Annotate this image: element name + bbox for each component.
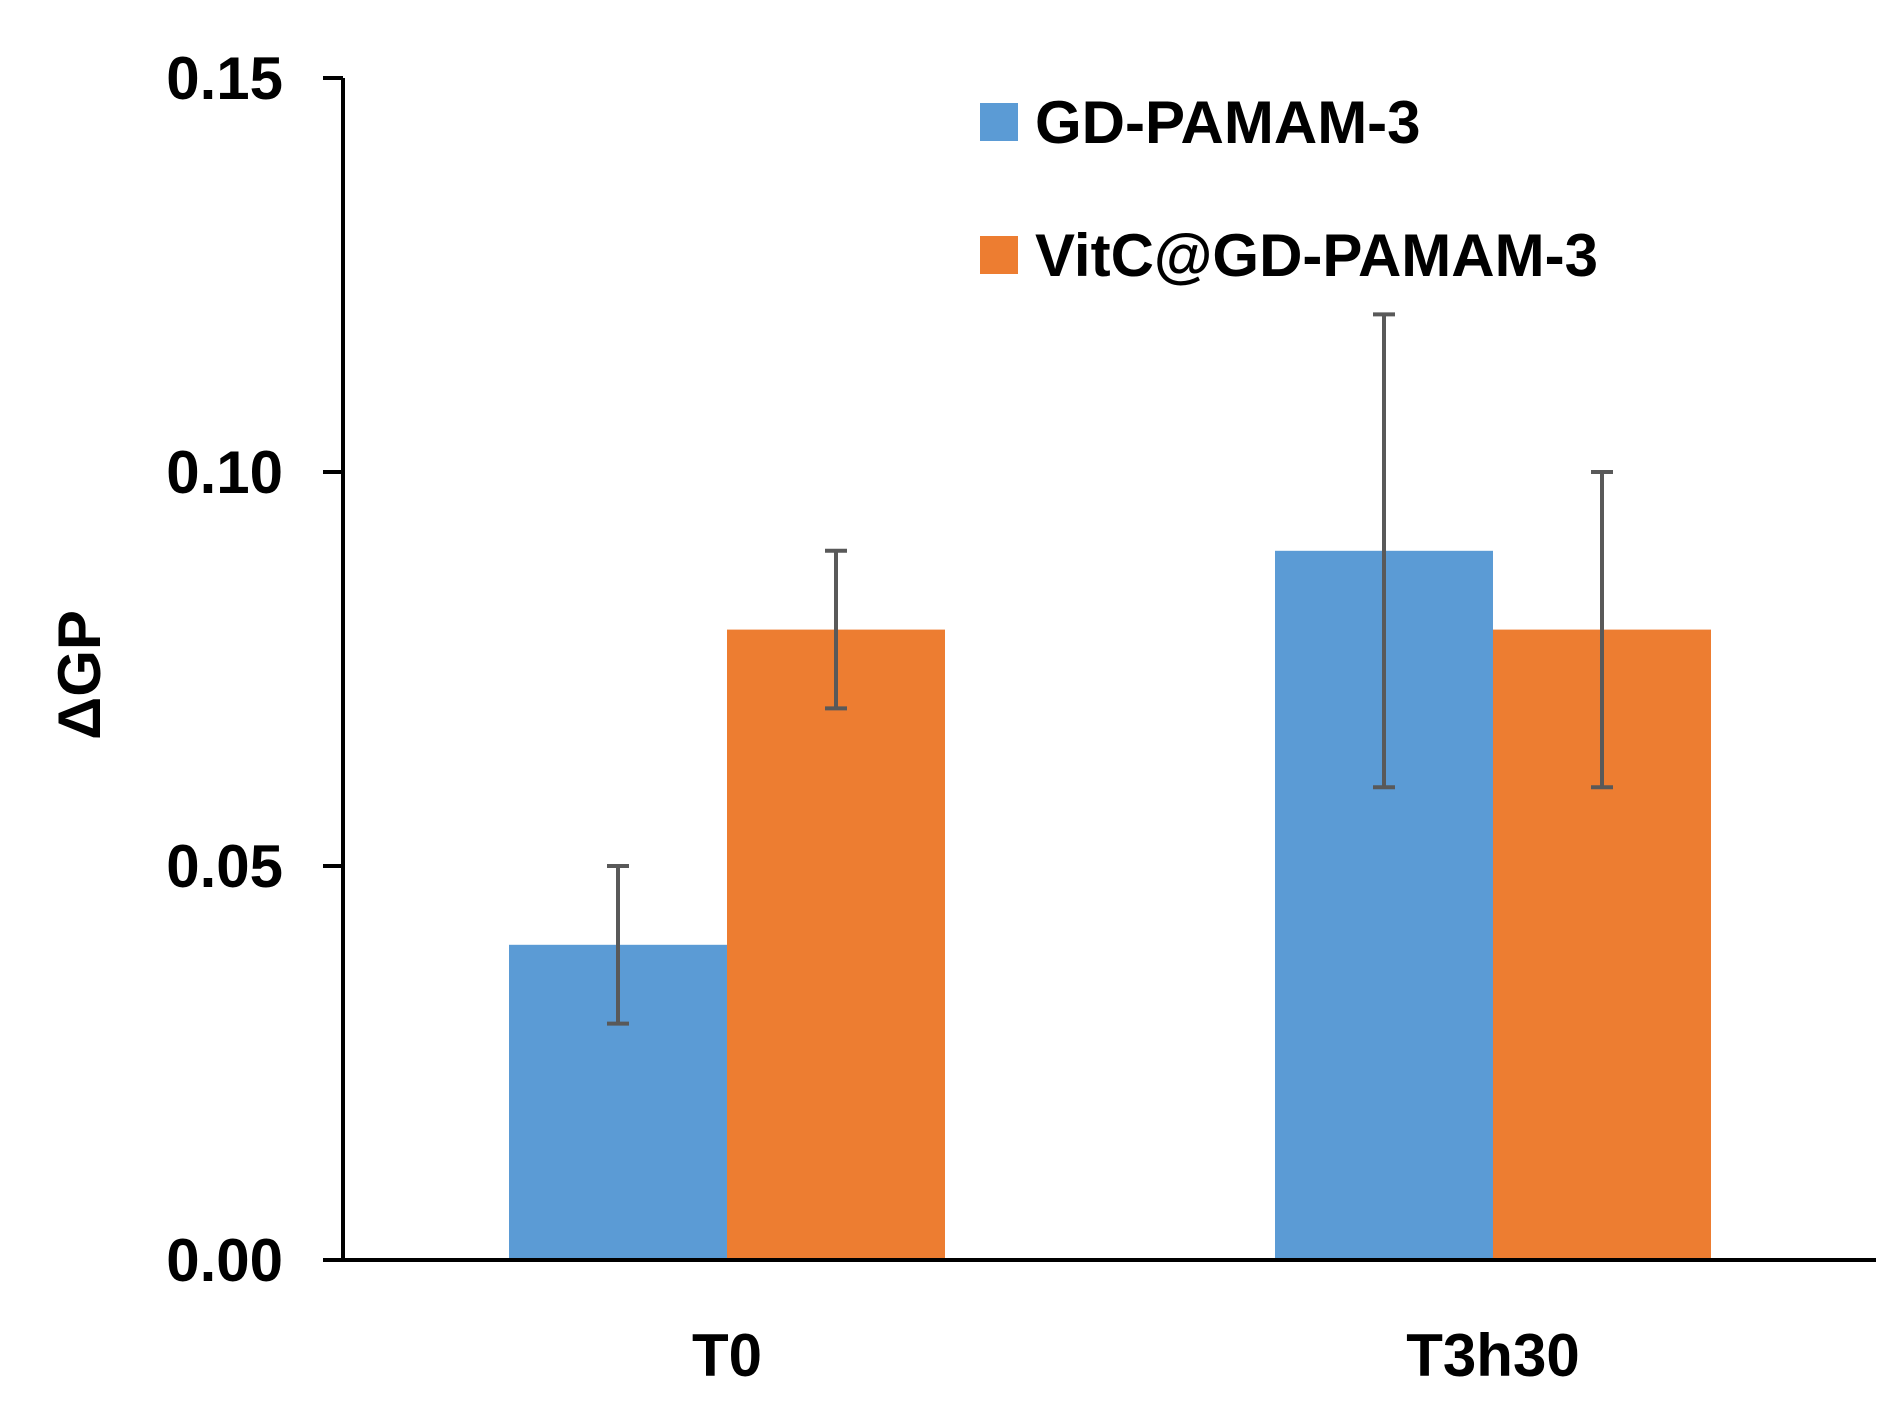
y-tick-label: 0.05	[166, 833, 283, 900]
bars-layer	[509, 550, 1711, 1260]
y-ticks-layer: 0.00 0.05 0.10 0.15	[166, 45, 343, 1294]
y-tick-label: 0.10	[166, 439, 283, 506]
error-bars-layer	[607, 312, 1613, 1026]
legend-swatch	[980, 236, 1018, 274]
legend-item-gd-pamam-3: GD-PAMAM-3	[980, 89, 1421, 156]
y-tick-label: 0.15	[166, 45, 283, 112]
error-bar-vitc-gd-pamam-3-t0	[825, 548, 847, 711]
category-labels-layer: T0 T3h30	[692, 1322, 1580, 1389]
x-category-label: T0	[692, 1322, 762, 1389]
x-category-label: T3h30	[1406, 1322, 1579, 1389]
axes-layer	[323, 78, 1876, 1262]
error-bar-vitc-gd-pamam-3-t3h30	[1591, 470, 1613, 790]
legend-label: GD-PAMAM-3	[1035, 89, 1421, 156]
error-bar-gd-pamam-3-t3h30	[1373, 312, 1395, 790]
legend: GD-PAMAM-3 VitC@GD-PAMAM-3	[980, 89, 1598, 289]
legend-item-vitc-gd-pamam-3: VitC@GD-PAMAM-3	[980, 222, 1598, 289]
error-bar-gd-pamam-3-t0	[607, 864, 629, 1026]
bar-vitc-gd-pamam-3-t0	[727, 629, 945, 1260]
y-tick-label: 0.00	[166, 1227, 283, 1294]
legend-label: VitC@GD-PAMAM-3	[1035, 222, 1598, 289]
legend-swatch	[980, 103, 1018, 141]
y-axis-label: ΔGP	[46, 610, 113, 740]
